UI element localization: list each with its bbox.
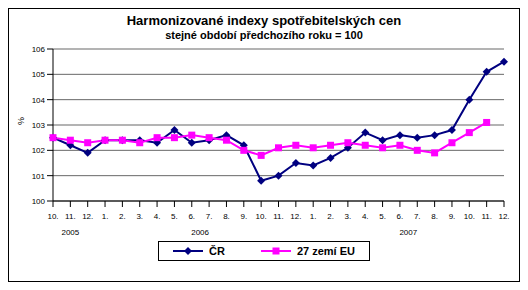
svg-text:1.: 1.: [102, 212, 109, 221]
html-text:stejné období předchozího roku: stejné období předchozího roku = 100: [165, 29, 363, 41]
svg-text:3.: 3.: [345, 212, 352, 221]
svg-text:9.: 9.: [240, 212, 247, 221]
html-text:27 zemí EU: 27 zemí EU: [296, 245, 355, 257]
svg-text:2006: 2006: [191, 228, 209, 237]
svg-text:12.: 12.: [290, 212, 301, 221]
svg-text:2007: 2007: [399, 228, 417, 237]
svg-text:10.: 10.: [464, 212, 475, 221]
svg-text:101: 101: [32, 172, 46, 181]
svg-text:11.: 11.: [273, 212, 284, 221]
svg-text:2.: 2.: [119, 212, 126, 221]
svg-text:10.: 10.: [256, 212, 267, 221]
html-text:Harmonizované indexy spotřebit: Harmonizované indexy spotřebitelských ce…: [126, 13, 402, 28]
svg-text:106: 106: [32, 45, 46, 54]
svg-text:2005: 2005: [61, 228, 79, 237]
svg-text:10.: 10.: [47, 212, 58, 221]
svg-text:6.: 6.: [397, 212, 404, 221]
svg-text:105: 105: [32, 70, 46, 79]
svg-text:12.: 12.: [82, 212, 93, 221]
svg-text:11.: 11.: [65, 212, 76, 221]
svg-text:6.: 6.: [188, 212, 195, 221]
svg-text:1.: 1.: [310, 212, 317, 221]
svg-text:5.: 5.: [379, 212, 386, 221]
svg-text:9.: 9.: [449, 212, 456, 221]
svg-text:4.: 4.: [154, 212, 161, 221]
svg-text:11.: 11.: [481, 212, 492, 221]
svg-text:8.: 8.: [431, 212, 438, 221]
svg-text:8.: 8.: [223, 212, 230, 221]
svg-text:102: 102: [32, 146, 46, 155]
svg-text:4.: 4.: [362, 212, 369, 221]
svg-text:104: 104: [32, 96, 46, 105]
svg-text:5.: 5.: [171, 212, 178, 221]
svg-text:%: %: [16, 117, 26, 125]
svg-text:100: 100: [32, 197, 46, 206]
svg-text:2.: 2.: [327, 212, 334, 221]
svg-text:103: 103: [32, 121, 46, 130]
svg-text:12.: 12.: [498, 212, 509, 221]
svg-text:7.: 7.: [206, 212, 213, 221]
svg-text:7.: 7.: [414, 212, 421, 221]
svg-text:3.: 3.: [136, 212, 143, 221]
html-text:ČR: ČR: [209, 245, 225, 257]
